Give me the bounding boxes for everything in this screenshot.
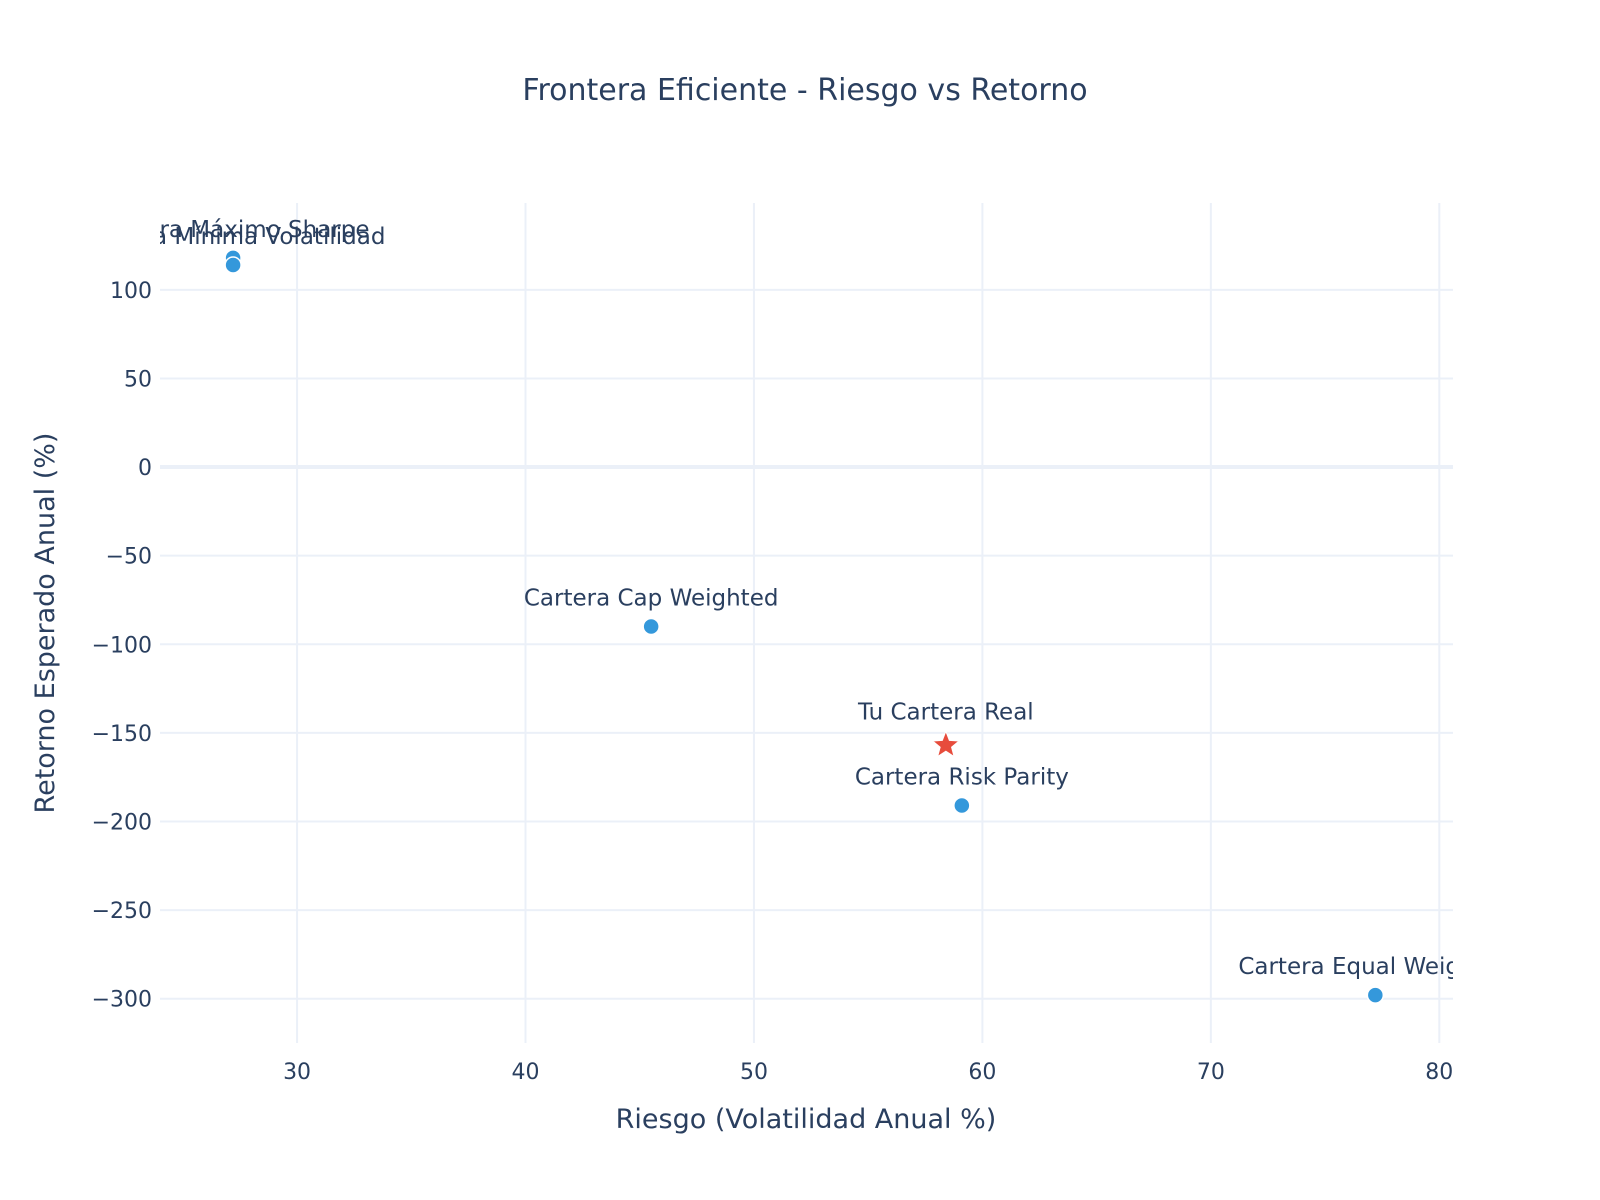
y-tick-label: −200	[92, 810, 152, 835]
label-cartera-minima-volatilidad: Cartera Mínima Volatilidad	[81, 224, 386, 250]
marker-cartera-risk-parity	[953, 796, 971, 815]
y-tick-label: 50	[124, 367, 152, 392]
x-tick-label: 70	[1197, 1060, 1225, 1085]
tick-label-layer: 30 40 50 60 70 80 100 50 0 −50 −100 −150 −200 −250 −30…	[92, 279, 1454, 1085]
grid-layer	[160, 203, 1453, 1043]
y-axis-title: Retorno Esperado Anual (%)	[30, 433, 61, 814]
y-tick-label: −50	[106, 545, 152, 570]
y-tick-label: −250	[92, 899, 152, 924]
chart-title: Frontera Eficiente - Riesgo vs Retorno	[522, 73, 1087, 108]
label-tu-cartera-real: Tu Cartera Real	[857, 699, 1034, 725]
x-axis-title: Riesgo (Volatilidad Anual %)	[616, 1104, 997, 1135]
marker-layer	[224, 249, 1385, 1004]
marker-tu-cartera-real	[931, 729, 961, 758]
x-tick-label: 50	[740, 1060, 768, 1085]
label-cartera-equal-weighted: Cartera Equal Weighted	[1238, 954, 1512, 980]
marker-cartera-cap-weighted	[642, 617, 660, 636]
x-tick-label: 80	[1425, 1060, 1453, 1085]
x-tick-label: 60	[968, 1060, 996, 1085]
marker-cartera-equal-weighted	[1366, 986, 1385, 1004]
y-tick-label: −150	[92, 722, 152, 747]
x-tick-label: 40	[512, 1060, 540, 1085]
y-tick-label: 0	[138, 456, 152, 481]
y-tick-label: 100	[110, 279, 152, 304]
label-cartera-cap-weighted: Cartera Cap Weighted	[524, 586, 779, 612]
label-cartera-maximo-sharpe: Cartera Máximo Sharpe	[97, 217, 370, 243]
x-tick-label: 30	[283, 1060, 311, 1085]
marker-cartera-minima-volatilidad	[224, 256, 242, 274]
label-cartera-risk-parity: Cartera Risk Parity	[855, 765, 1069, 791]
y-tick-label: −100	[92, 633, 152, 658]
y-tick-label: −300	[92, 988, 152, 1013]
